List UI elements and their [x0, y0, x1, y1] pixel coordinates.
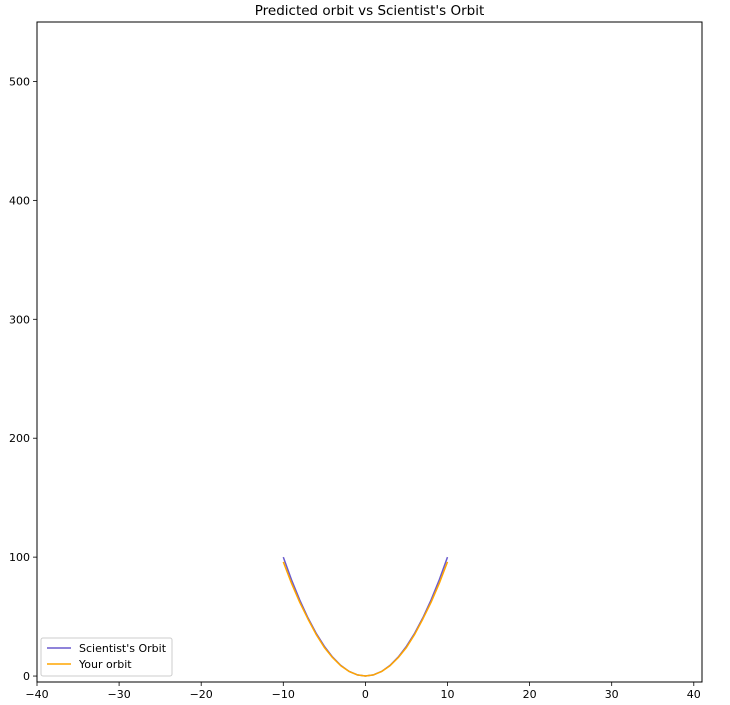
- y-tick-label: 300: [9, 313, 30, 326]
- x-tick-label: −40: [25, 688, 48, 701]
- scientists-orbit-line: [282, 556, 449, 677]
- legend: Scientist's Orbit Your orbit: [40, 637, 173, 677]
- legend-label-scientists-orbit: Scientist's Orbit: [79, 642, 167, 655]
- x-tick-label: −20: [190, 688, 213, 701]
- your-orbit-line: [282, 561, 449, 677]
- y-tick-label: 100: [9, 551, 30, 564]
- y-tick-label: 0: [23, 670, 30, 683]
- x-tick-label: 10: [440, 688, 454, 701]
- series-layer: [282, 556, 449, 677]
- x-tick-label: 20: [523, 688, 537, 701]
- x-tick-label: 0: [362, 688, 369, 701]
- x-axis: −40 −30 −20 −10 0 10 20 30 40: [25, 682, 701, 701]
- plot-frame: [36, 21, 703, 683]
- x-tick-label: −30: [107, 688, 130, 701]
- y-axis: 0 100 200 300 400 500: [9, 75, 37, 683]
- x-tick-label: 40: [687, 688, 701, 701]
- legend-box: [40, 637, 173, 677]
- legend-label-your-orbit: Your orbit: [78, 658, 132, 671]
- chart-title: Predicted orbit vs Scientist's Orbit: [255, 3, 485, 19]
- x-tick-label: 30: [605, 688, 619, 701]
- y-tick-label: 400: [9, 194, 30, 207]
- y-tick-label: 500: [9, 75, 30, 88]
- x-tick-label: −10: [272, 688, 295, 701]
- y-tick-label: 200: [9, 432, 30, 445]
